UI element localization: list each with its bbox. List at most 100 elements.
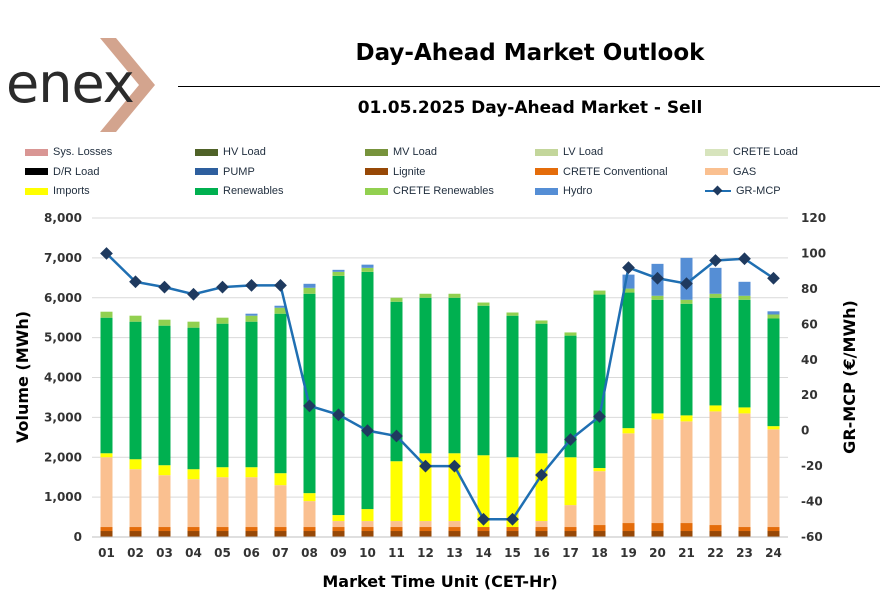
bar-segment-renewables bbox=[506, 315, 519, 458]
gr-mcp-point bbox=[216, 280, 229, 294]
bar-segment-gas bbox=[216, 477, 229, 528]
bar-segment-imports bbox=[709, 405, 722, 412]
bar-segment-lignite bbox=[680, 531, 693, 537]
bar-segment-crete-renewables bbox=[216, 317, 229, 324]
legend-swatch bbox=[535, 187, 558, 195]
bar-segment-crete-conventional bbox=[274, 527, 287, 532]
chart-subtitle: 01.05.2025 Day-Ahead Market - Sell bbox=[357, 98, 703, 118]
x-tick-label: 02 bbox=[127, 546, 144, 560]
gr-mcp-point bbox=[129, 275, 142, 289]
bar-segment-crete-renewables bbox=[448, 293, 461, 298]
bar-segment-imports bbox=[477, 455, 490, 528]
bar-segment-lignite bbox=[303, 531, 316, 537]
bar-segment-renewables bbox=[332, 275, 345, 516]
bar-segment-crete-conventional bbox=[622, 523, 635, 532]
y2-tick-label: -60 bbox=[801, 530, 823, 544]
gr-mcp-point bbox=[158, 280, 171, 294]
bar-segment-crete-conventional bbox=[332, 527, 345, 532]
bar-segment-imports bbox=[361, 509, 374, 522]
bar-segment-lignite bbox=[535, 531, 548, 537]
bar-segment-crete-conventional bbox=[390, 527, 403, 532]
bar-segment-crete-conventional bbox=[477, 527, 490, 532]
x-tick-label: 10 bbox=[359, 546, 376, 560]
bar-segment-crete-conventional bbox=[129, 527, 142, 532]
gr-mcp-point bbox=[419, 459, 432, 473]
x-tick-label: 20 bbox=[649, 546, 666, 560]
legend-item: GR-MCP bbox=[705, 182, 781, 200]
legend-line-marker-icon bbox=[705, 186, 731, 196]
y2-tick-label: 80 bbox=[801, 282, 818, 296]
bar-segment-imports bbox=[651, 413, 664, 420]
legend-item: Lignite bbox=[365, 163, 425, 181]
legend-label: PUMP bbox=[223, 165, 255, 178]
bar-segment-gas bbox=[100, 457, 113, 528]
x-tick-label: 06 bbox=[243, 546, 260, 560]
bar-segment-lignite bbox=[216, 531, 229, 537]
bar-segment-renewables bbox=[767, 318, 780, 427]
bar-segment-lignite bbox=[419, 531, 432, 537]
bar-segment-lignite bbox=[709, 531, 722, 537]
bar-segment-renewables bbox=[564, 335, 577, 458]
legend-label: MV Load bbox=[393, 146, 438, 158]
bar-segment-renewables bbox=[448, 297, 461, 454]
x-tick-label: 04 bbox=[185, 546, 202, 560]
bar-segment-crete-conventional bbox=[216, 527, 229, 532]
x-tick-label: 15 bbox=[504, 546, 521, 560]
bar-segment-crete-renewables bbox=[477, 302, 490, 306]
bar-segment-renewables bbox=[477, 305, 490, 456]
legend-label: Lignite bbox=[393, 165, 426, 178]
legend-label: CRETE Conventional bbox=[563, 165, 668, 178]
y-tick-label: 7,000 bbox=[44, 251, 82, 265]
legend-item: CRETE Conventional bbox=[535, 163, 668, 181]
bar-segment-imports bbox=[129, 459, 142, 470]
bar-segment-renewables bbox=[593, 294, 606, 469]
bar-segment-gas bbox=[738, 413, 751, 528]
bar-segment-crete-conventional bbox=[303, 527, 316, 532]
gr-mcp-point bbox=[274, 278, 287, 292]
legend-swatch bbox=[705, 168, 728, 175]
bar-segment-crete-conventional bbox=[419, 527, 432, 532]
bar-segment-crete-renewables bbox=[738, 295, 751, 300]
bar-segment-gas bbox=[332, 521, 345, 528]
bar-segment-crete-conventional bbox=[767, 527, 780, 532]
bar-segment-crete-renewables bbox=[187, 321, 200, 328]
bar-segment-crete-renewables bbox=[564, 332, 577, 336]
bar-segment-lignite bbox=[593, 531, 606, 537]
x-tick-label: 03 bbox=[156, 546, 173, 560]
bar-segment-crete-renewables bbox=[506, 312, 519, 316]
gr-mcp-point bbox=[245, 278, 258, 292]
y-tick-label: 1,000 bbox=[44, 490, 82, 504]
legend-label: LV Load bbox=[563, 146, 604, 158]
title-divider bbox=[178, 86, 880, 87]
legend-item: CRETE Renewables bbox=[365, 182, 494, 200]
bar-segment-gas bbox=[651, 419, 664, 524]
bar-segment-imports bbox=[216, 467, 229, 478]
bar-segment-crete-renewables bbox=[767, 314, 780, 319]
legend-label: HV Load bbox=[223, 146, 266, 158]
legend-swatch bbox=[365, 168, 388, 175]
x-tick-label: 13 bbox=[446, 546, 463, 560]
bar-segment-crete-conventional bbox=[680, 523, 693, 532]
y-tick-label: 0 bbox=[74, 530, 82, 544]
bar-segment-gas bbox=[361, 521, 374, 528]
gr-mcp-point bbox=[361, 424, 374, 438]
x-tick-label: 08 bbox=[301, 546, 318, 560]
bar-segment-crete-renewables bbox=[158, 319, 171, 326]
y2-axis-title: GR-MCP (€/MWh) bbox=[840, 300, 859, 454]
legend-item: PUMP bbox=[195, 163, 255, 181]
y2-tick-label: -20 bbox=[801, 459, 823, 473]
bar-segment-imports bbox=[158, 465, 171, 476]
bar-segment-crete-conventional bbox=[709, 525, 722, 532]
bar-segment-renewables bbox=[390, 301, 403, 462]
legend-label: D/R Load bbox=[53, 165, 100, 178]
bar-segment-crete-renewables bbox=[535, 320, 548, 324]
bar-segment-crete-renewables bbox=[303, 287, 316, 294]
bar-segment-hydro bbox=[709, 267, 722, 294]
bar-segment-renewables bbox=[129, 321, 142, 460]
bar-segment-gas bbox=[535, 521, 548, 528]
legend-swatch bbox=[705, 148, 728, 156]
legend-swatch bbox=[25, 148, 48, 156]
legend-label: Imports bbox=[53, 185, 90, 197]
bar-segment-gas bbox=[390, 521, 403, 528]
bar-segment-gas bbox=[448, 521, 461, 528]
